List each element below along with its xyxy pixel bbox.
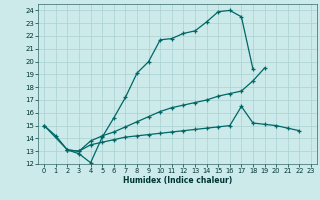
- X-axis label: Humidex (Indice chaleur): Humidex (Indice chaleur): [123, 176, 232, 185]
